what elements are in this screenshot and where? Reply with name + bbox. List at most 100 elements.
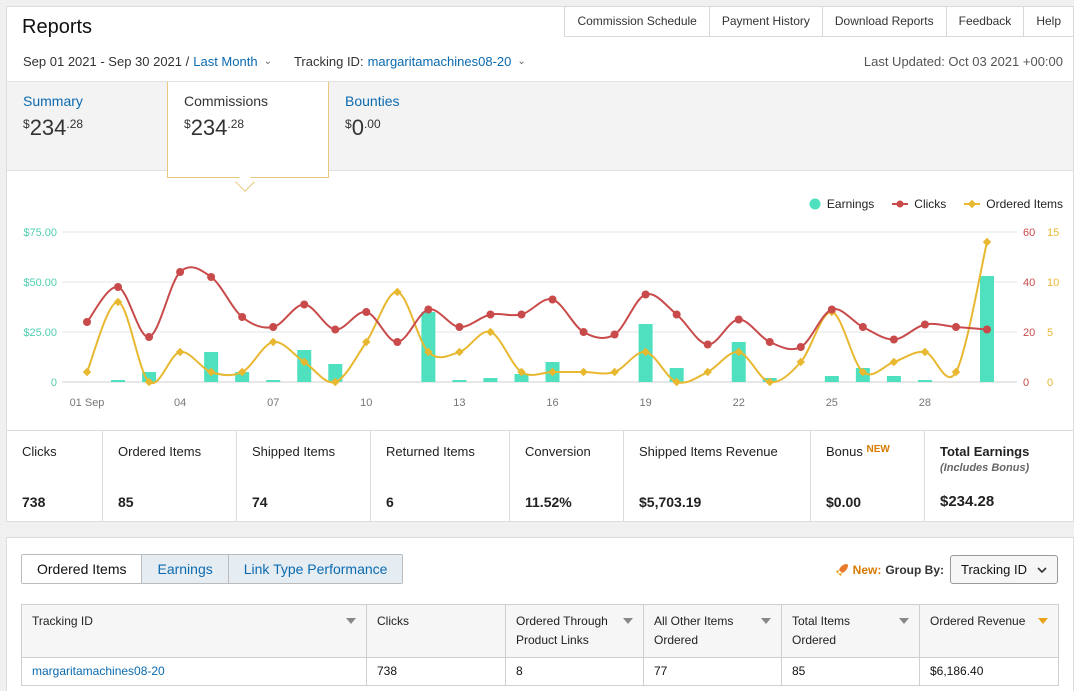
- ordered-items-point: [951, 367, 961, 377]
- x-tick-label: 04: [174, 397, 186, 409]
- ordered-items-point: [175, 347, 185, 357]
- ordered-items-point: [889, 357, 899, 367]
- tracking-label: Tracking ID:: [293, 54, 364, 69]
- nav-download-reports[interactable]: Download Reports: [822, 6, 947, 37]
- chevron-down-icon[interactable]: ⌄: [517, 56, 526, 67]
- clicks-point: [207, 273, 216, 281]
- y-tick-ordered: 0: [1047, 377, 1053, 389]
- col-all-other-items[interactable]: All Other Items Ordered: [643, 604, 782, 658]
- tab-ordered-items[interactable]: Ordered Items: [22, 555, 142, 583]
- earnings-bar: [266, 380, 281, 382]
- clicks-line: [86, 266, 988, 351]
- tab-earnings[interactable]: Earnings: [141, 555, 228, 583]
- earnings-bar: [452, 380, 467, 382]
- ordered-items-point: [113, 297, 123, 307]
- ordered-items-point: [672, 377, 681, 387]
- clicks-point: [455, 323, 464, 331]
- clicks-point: [765, 338, 774, 346]
- col-total-items[interactable]: Total Items Ordered: [781, 604, 920, 658]
- metric-conversion: Conversion 11.52%: [510, 431, 624, 522]
- group-by-select[interactable]: Tracking ID: [950, 555, 1058, 584]
- x-tick-label: 28: [919, 397, 931, 409]
- clicks-point: [858, 323, 867, 331]
- chevron-down-icon[interactable]: ⌄: [263, 56, 272, 67]
- nav-feedback[interactable]: Feedback: [946, 6, 1025, 37]
- y-tick-ordered: 10: [1047, 277, 1059, 289]
- x-tick-label: 19: [639, 397, 651, 409]
- ordered-items-point: [486, 327, 495, 337]
- ordered-items-point: [579, 367, 588, 377]
- page-title: Reports: [22, 16, 93, 38]
- legend-clicks[interactable]: Clicks: [892, 197, 946, 211]
- clicks-point: [641, 290, 650, 299]
- row-tracking-id[interactable]: margaritamachines08-20: [21, 657, 367, 686]
- clicks-point: [393, 338, 402, 346]
- report-table-panel: Ordered Items Earnings Link Type Perform…: [6, 537, 1074, 691]
- col-tracking-id[interactable]: Tracking ID: [21, 604, 367, 658]
- clicks-point: [610, 330, 619, 339]
- nav-help[interactable]: Help: [1024, 6, 1074, 37]
- filter-bar: Sep 01 2021 - Sep 30 2021 / Last Month ⌄…: [23, 54, 526, 69]
- col-ordered-through-links[interactable]: Ordered Through Product Links: [505, 604, 644, 658]
- legend-ordered-items[interactable]: Ordered Items: [964, 197, 1063, 211]
- ordered-items-point: [920, 347, 930, 357]
- ordered-items-point: [393, 287, 402, 297]
- tab-bounties[interactable]: Bounties $0.00: [329, 82, 489, 172]
- tab-summary-label: Summary: [23, 93, 83, 109]
- metric-shipped-revenue: Shipped Items Revenue $5,703.19: [624, 431, 811, 522]
- date-range-text: Sep 01 2021 - Sep 30 2021 /: [23, 54, 190, 69]
- x-tick-label: 13: [453, 397, 465, 409]
- earnings-bar: [917, 380, 932, 382]
- y-tick-earnings: 0: [51, 377, 57, 389]
- earnings-bar: [235, 372, 250, 382]
- clicks-point: [889, 335, 898, 344]
- y-tick-earnings: $75.00: [23, 227, 57, 239]
- ordered-items-point: [455, 347, 464, 357]
- ordered-items-point: [982, 237, 992, 247]
- ordered-items-point: [703, 367, 712, 377]
- nav-commission-schedule[interactable]: Commission Schedule: [564, 6, 710, 37]
- legend-earnings[interactable]: Earnings: [809, 197, 874, 211]
- tab-link-type-performance[interactable]: Link Type Performance: [227, 555, 403, 583]
- metrics-row: Clicks 738 Ordered Items 85 Shipped Items 7…: [7, 430, 1073, 522]
- ordered-items-point: [548, 367, 557, 377]
- ordered-items-point: [734, 347, 743, 357]
- x-tick-label: 01 Sep: [70, 397, 105, 409]
- clicks-point: [703, 340, 712, 349]
- y-tick-ordered: 5: [1047, 327, 1053, 339]
- metric-ordered-items: Ordered Items 85: [103, 431, 237, 522]
- metric-returned-items: Returned Items 6: [371, 431, 510, 522]
- earnings-bar: [886, 376, 901, 382]
- ordered-items-line: [86, 241, 988, 385]
- clicks-point: [486, 310, 495, 319]
- tab-summary[interactable]: Summary $234.28: [7, 82, 167, 172]
- clicks-point: [951, 323, 960, 331]
- earnings-bar: [142, 372, 157, 382]
- clicks-point: [114, 283, 123, 291]
- x-tick-label: 16: [546, 397, 558, 409]
- chart-legend: Earnings Clicks Ordered Items: [809, 197, 1063, 211]
- ordered-items-point: [610, 367, 619, 377]
- y-tick-earnings: $50.00: [23, 277, 57, 289]
- date-preset-dropdown[interactable]: Last Month: [193, 54, 258, 69]
- tab-bounties-label: Bounties: [345, 93, 400, 109]
- earnings-bar: [421, 312, 436, 382]
- x-tick-label: 22: [733, 397, 745, 409]
- nav-payment-history[interactable]: Payment History: [709, 6, 823, 37]
- col-clicks[interactable]: Clicks: [366, 604, 506, 658]
- row-clicks: 738: [366, 657, 506, 686]
- clicks-point: [579, 328, 588, 336]
- tracking-id-dropdown[interactable]: margaritamachines08-20: [367, 54, 512, 69]
- tab-commissions[interactable]: Commissions $234.28: [167, 82, 329, 178]
- ordered-items-point: [796, 357, 806, 367]
- clicks-point: [424, 305, 433, 314]
- ordered-items-point: [299, 357, 309, 367]
- ordered-items-point: [268, 337, 278, 347]
- ordered-items-point: [206, 367, 216, 377]
- col-ordered-revenue[interactable]: Ordered Revenue: [919, 604, 1059, 658]
- group-by: New: Group By: Tracking ID: [834, 555, 1058, 584]
- clicks-point: [734, 315, 743, 324]
- earnings-bar: [514, 374, 529, 382]
- row-total-items: 85: [781, 657, 920, 686]
- ordered-items-point: [858, 367, 868, 377]
